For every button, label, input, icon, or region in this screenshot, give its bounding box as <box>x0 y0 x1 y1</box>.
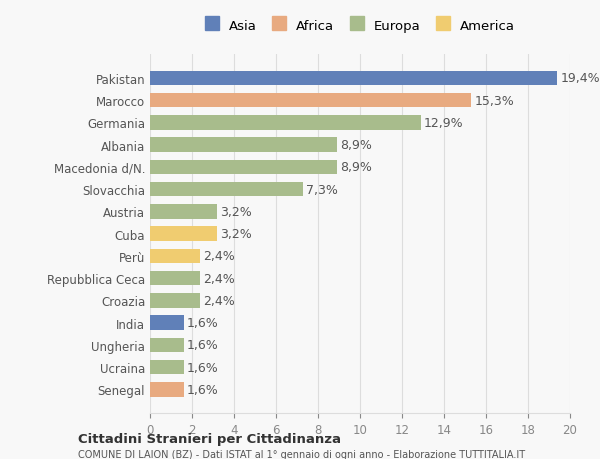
Bar <box>150 227 217 241</box>
Bar <box>150 293 200 308</box>
Bar <box>150 316 184 330</box>
Bar <box>150 71 557 86</box>
Text: 1,6%: 1,6% <box>187 383 218 396</box>
Bar <box>150 205 217 219</box>
Text: Cittadini Stranieri per Cittadinanza: Cittadini Stranieri per Cittadinanza <box>78 432 341 445</box>
Text: 2,4%: 2,4% <box>203 272 235 285</box>
Text: 3,2%: 3,2% <box>220 228 252 241</box>
Text: 3,2%: 3,2% <box>220 205 252 218</box>
Text: 15,3%: 15,3% <box>475 94 514 107</box>
Text: 8,9%: 8,9% <box>340 139 372 152</box>
Text: 2,4%: 2,4% <box>203 294 235 307</box>
Text: 1,6%: 1,6% <box>187 361 218 374</box>
Text: 12,9%: 12,9% <box>424 117 464 129</box>
Legend: Asia, Africa, Europa, America: Asia, Africa, Europa, America <box>201 15 519 36</box>
Text: 7,3%: 7,3% <box>307 183 338 196</box>
Bar <box>150 360 184 375</box>
Text: 2,4%: 2,4% <box>203 250 235 263</box>
Bar <box>150 94 472 108</box>
Bar <box>150 338 184 353</box>
Bar <box>150 160 337 175</box>
Bar <box>150 182 303 197</box>
Bar <box>150 382 184 397</box>
Text: 8,9%: 8,9% <box>340 161 372 174</box>
Bar <box>150 271 200 286</box>
Text: 1,6%: 1,6% <box>187 339 218 352</box>
Text: 1,6%: 1,6% <box>187 316 218 330</box>
Text: 19,4%: 19,4% <box>560 72 600 85</box>
Bar <box>150 249 200 263</box>
Text: COMUNE DI LAION (BZ) - Dati ISTAT al 1° gennaio di ogni anno - Elaborazione TUTT: COMUNE DI LAION (BZ) - Dati ISTAT al 1° … <box>78 449 525 459</box>
Bar <box>150 138 337 152</box>
Bar <box>150 116 421 130</box>
